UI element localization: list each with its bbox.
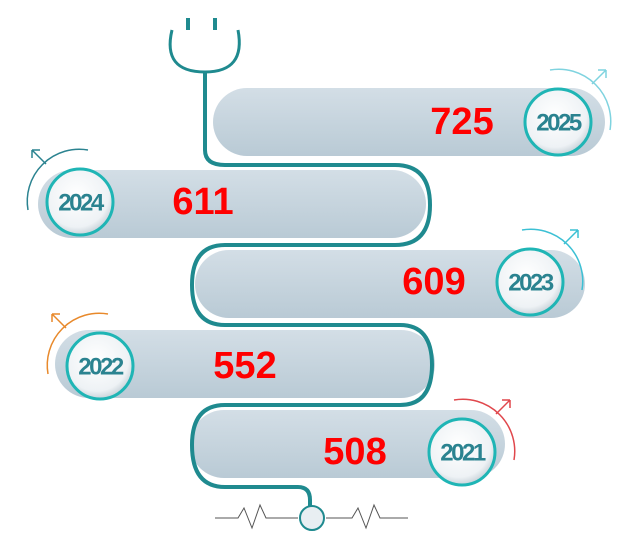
value-label: 508 xyxy=(323,431,386,473)
items: 2025 725 2024 611 2023 609 2022 552 2021 508 xyxy=(26,68,612,487)
arrow xyxy=(591,69,607,85)
value-label: 609 xyxy=(402,261,465,303)
year-label: 2022 xyxy=(78,353,124,380)
arc xyxy=(549,68,612,131)
bar xyxy=(190,410,505,478)
heartbeat xyxy=(215,503,408,530)
chest-piece xyxy=(299,505,325,531)
year-label: 2025 xyxy=(536,109,582,136)
value-label: 552 xyxy=(213,345,276,387)
arc xyxy=(521,228,584,291)
arc xyxy=(453,398,516,461)
year-badge xyxy=(427,417,497,487)
year-badge xyxy=(495,247,565,317)
tube xyxy=(189,72,435,510)
arrow xyxy=(563,229,579,245)
arrow xyxy=(31,149,47,165)
bar xyxy=(38,170,426,238)
bar xyxy=(195,250,585,318)
arrow xyxy=(51,313,67,329)
year-label: 2021 xyxy=(440,439,486,466)
value-label: 725 xyxy=(430,101,493,143)
arrow xyxy=(495,399,511,415)
year-badge xyxy=(523,87,593,157)
year-label: 2024 xyxy=(58,189,105,216)
arc xyxy=(46,312,109,375)
arc xyxy=(26,148,89,211)
value-label: 611 xyxy=(172,181,233,223)
year-badge xyxy=(45,167,115,237)
bars xyxy=(38,88,605,478)
year-badge xyxy=(65,331,135,401)
year-label: 2023 xyxy=(508,269,554,296)
stethoscope-ear xyxy=(168,29,241,74)
bar xyxy=(213,88,605,156)
bar xyxy=(55,330,435,398)
